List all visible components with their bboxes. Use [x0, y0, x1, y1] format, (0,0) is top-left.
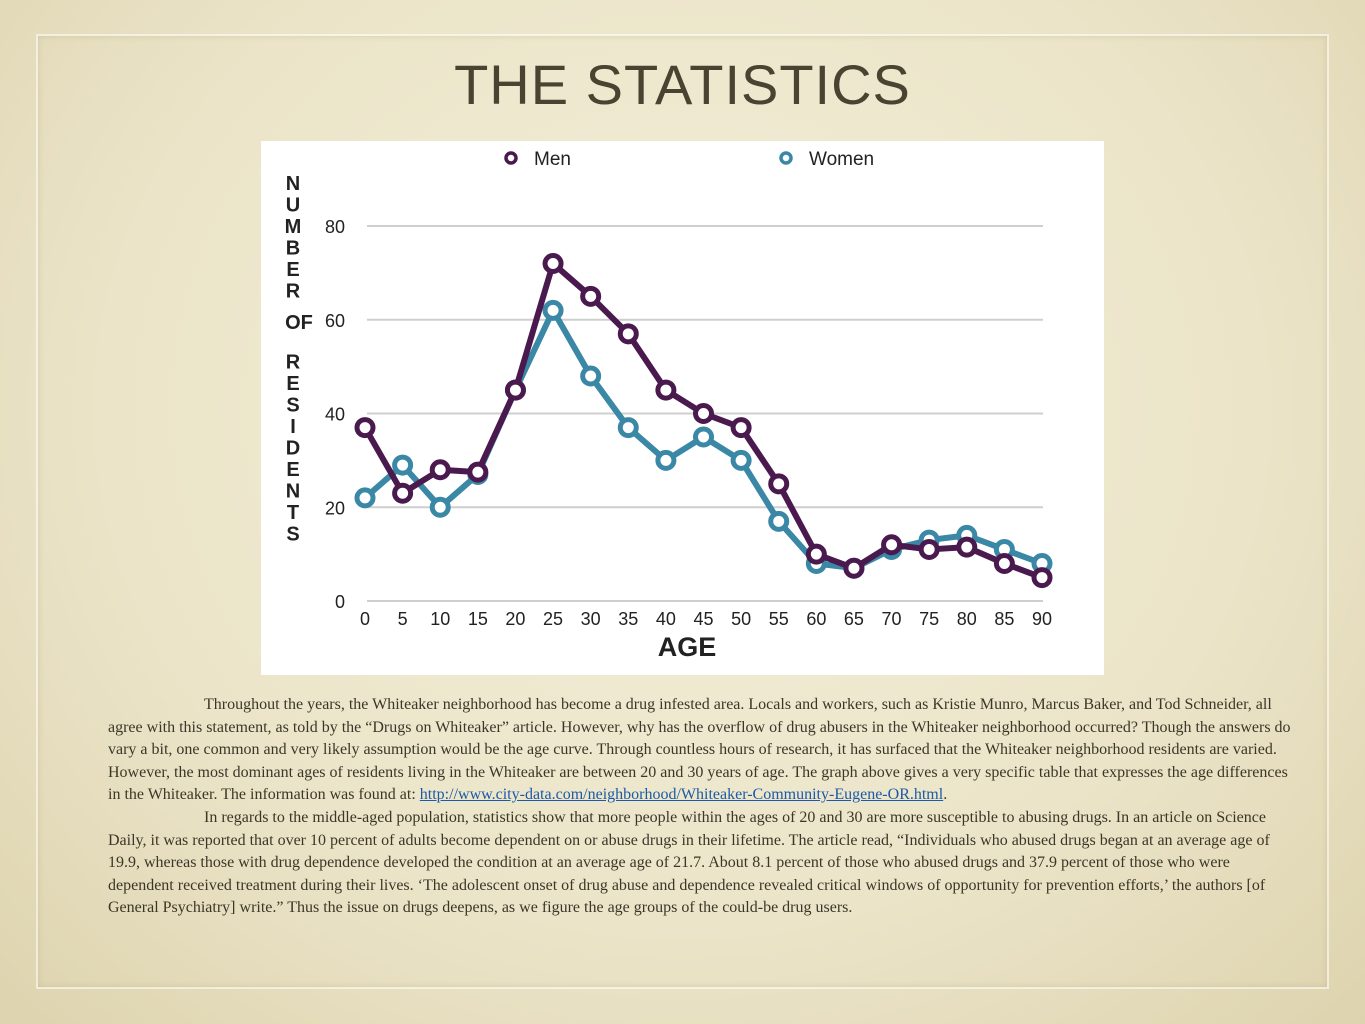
- data-point-men-85: [993, 553, 1015, 574]
- x-tick-label-85: 85: [994, 609, 1014, 629]
- y-axis-label-letter: N: [286, 481, 300, 503]
- data-point-men-50: [730, 417, 752, 439]
- x-tick-label-0: 0: [360, 609, 370, 629]
- y-axis-label-letter: T: [287, 502, 299, 524]
- y-axis-label-letter: N: [286, 173, 300, 195]
- y-tick-label-40: 40: [325, 405, 345, 425]
- data-point-men-60: [805, 543, 827, 565]
- data-point-men-65: [843, 557, 865, 579]
- data-point-men-15: [467, 461, 489, 483]
- x-tick-label-45: 45: [693, 609, 713, 629]
- x-tick-label-35: 35: [618, 609, 638, 629]
- y-axis-label-word-1: OF: [285, 312, 313, 334]
- data-point-men-45: [693, 403, 714, 424]
- data-point-women-50: [730, 449, 752, 471]
- x-tick-label-90: 90: [1032, 609, 1052, 629]
- data-point-men-10: [429, 459, 451, 481]
- y-axis-label-letter: I: [290, 416, 296, 438]
- x-tick-label-55: 55: [769, 609, 789, 629]
- data-point-men-0: [354, 417, 376, 439]
- y-tick-label-0: 0: [335, 592, 345, 612]
- x-tick-label-25: 25: [543, 609, 563, 629]
- data-point-men-25: [542, 253, 564, 274]
- x-tick-label-40: 40: [656, 609, 676, 629]
- x-tick-label-15: 15: [468, 609, 488, 629]
- slide-frame: [36, 34, 1329, 989]
- x-tick-label-20: 20: [505, 609, 525, 629]
- x-tick-label-70: 70: [882, 609, 902, 629]
- x-tick-label-50: 50: [731, 609, 751, 629]
- x-tick-label-30: 30: [581, 609, 601, 629]
- data-point-women-35: [617, 417, 639, 439]
- data-point-men-5: [392, 482, 414, 504]
- data-point-men-30: [580, 285, 602, 307]
- data-point-men-20: [504, 379, 526, 401]
- x-tick-label-75: 75: [919, 609, 939, 629]
- paragraph-1: Throughout the years, the Whiteaker neig…: [108, 694, 1293, 807]
- data-point-men-75: [918, 538, 940, 560]
- y-axis-label-letter: S: [286, 524, 299, 546]
- data-point-men-90: [1031, 567, 1053, 589]
- paragraph-1-text: Throughout the years, the Whiteaker neig…: [108, 696, 1291, 804]
- legend-label-women: Women: [809, 149, 874, 170]
- data-point-men-80: [956, 536, 978, 558]
- data-point-women-10: [429, 496, 451, 518]
- data-point-women-45: [693, 426, 714, 448]
- data-point-women-25: [542, 299, 564, 321]
- data-point-men-35: [617, 323, 639, 345]
- y-axis-label-letter: R: [286, 281, 301, 303]
- data-point-men-55: [768, 473, 790, 495]
- x-tick-label-60: 60: [806, 609, 826, 629]
- data-point-women-5: [392, 454, 414, 476]
- y-axis-label-letter: U: [286, 195, 300, 217]
- legend-marker-men: [504, 151, 518, 165]
- y-tick-label-20: 20: [325, 498, 345, 518]
- x-tick-label-10: 10: [430, 609, 450, 629]
- paragraph-2: In regards to the middle-aged population…: [108, 808, 1270, 917]
- data-point-women-0: [354, 487, 376, 509]
- y-tick-label-80: 80: [325, 217, 345, 237]
- y-axis-label-letter: M: [285, 216, 302, 238]
- paragraph-1-end: .: [943, 786, 948, 804]
- y-tick-label-60: 60: [325, 311, 345, 331]
- slide-title: THE STATISTICS: [454, 53, 911, 116]
- y-axis-label-letter: R: [286, 352, 301, 374]
- x-tick-label-65: 65: [844, 609, 864, 629]
- x-axis-label: AGE: [658, 632, 717, 662]
- body-text: Throughout the years, the Whiteaker neig…: [108, 694, 1293, 920]
- data-point-men-40: [655, 379, 677, 401]
- data-point-men-70: [881, 534, 903, 556]
- source-link[interactable]: http://www.city-data.com/neighborhood/Wh…: [419, 786, 944, 804]
- y-axis-label-letter: B: [286, 238, 300, 260]
- y-axis-label-letter: S: [286, 395, 299, 417]
- data-point-women-40: [655, 449, 677, 471]
- y-axis-label-letter: E: [286, 259, 299, 281]
- age-chart: 0 20 40 60 80 0 5 10 15 20 25 30 35 40 45 50 55 60 65 70 75 8…: [261, 141, 1104, 675]
- x-tick-label-5: 5: [398, 609, 408, 629]
- age-chart-svg: 0 20 40 60 80 0 5 10 15 20 25 30 35 40 45 50 55 60 65 70 75 8…: [285, 149, 1053, 662]
- y-axis-label-letter: D: [286, 438, 300, 460]
- y-axis-label-letter: E: [286, 459, 299, 481]
- legend-marker-women: [779, 151, 793, 165]
- x-tick-label-80: 80: [957, 609, 977, 629]
- y-axis-label-letter: E: [286, 373, 299, 395]
- legend-label-men: Men: [534, 149, 571, 170]
- data-point-women-55: [768, 510, 790, 532]
- data-point-women-30: [580, 365, 602, 387]
